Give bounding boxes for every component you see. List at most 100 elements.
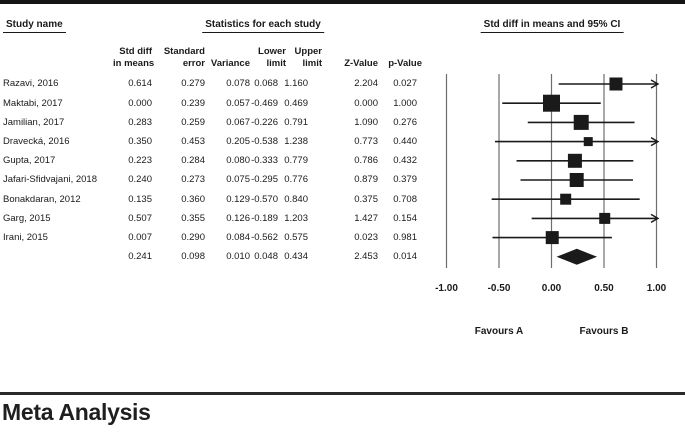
cell-lower-limit: -0.226	[251, 116, 278, 128]
effect-size-square	[583, 137, 593, 147]
cell-std-err: 0.273	[181, 174, 205, 186]
axis-tick-label: 1.00	[647, 283, 667, 294]
cell-lower-limit: -0.333	[251, 155, 278, 167]
table-row: Irani, 2015 0.007 0.290 0.084 -0.562 0.575 0.0…	[3, 228, 417, 247]
cell-study-name: Bonakdaran, 2012	[3, 193, 81, 205]
cell-std-diff: 0.241	[128, 251, 152, 263]
cell-upper-limit: 1.238	[284, 135, 308, 147]
cell-std-err: 0.239	[181, 97, 205, 109]
cell-std-err: 0.279	[181, 78, 205, 90]
cell-p-value: 0.440	[393, 135, 417, 147]
cell-z-value: 0.000	[354, 97, 378, 109]
bottom-border-rule	[0, 392, 685, 395]
cell-std-err: 0.098	[181, 251, 205, 263]
table-row: Gupta, 2017 0.223 0.284 0.080 -0.333 0.779 0.7…	[3, 151, 417, 170]
cell-study-name: Gupta, 2017	[3, 155, 56, 167]
effect-size-square	[573, 114, 589, 130]
cell-z-value: 0.375	[354, 193, 378, 205]
cell-upper-limit: 0.779	[284, 155, 308, 167]
cell-variance: 0.010	[226, 251, 250, 263]
axis-tick-label: -1.00	[435, 283, 458, 294]
statistics-section-header: Statistics for each study	[202, 19, 324, 33]
summary-diamond	[556, 248, 598, 265]
column-header: Upper limit	[294, 46, 322, 69]
cell-z-value: 1.427	[354, 212, 378, 224]
table-row: Jafari-Sfidvajani, 2018 0.240 0.273 0.075 -0…	[3, 170, 417, 189]
cell-study-name: Dravecká, 2016	[3, 135, 70, 147]
cell-variance: 0.080	[226, 155, 250, 167]
cell-std-diff: 0.007	[128, 231, 152, 243]
ci-arrow-right	[650, 213, 660, 224]
cell-study-name: Maktabi, 2017	[3, 97, 63, 109]
cell-p-value: 1.000	[393, 97, 417, 109]
ci-arrow-right	[650, 79, 660, 89]
cell-std-diff: 0.240	[128, 174, 152, 186]
cell-z-value: 2.204	[354, 78, 378, 90]
cell-variance: 0.067	[226, 116, 250, 128]
cell-z-value: 0.023	[354, 231, 378, 243]
cell-std-err: 0.259	[181, 116, 205, 128]
column-header: Standard error	[163, 46, 205, 69]
cell-lower-limit: -0.469	[251, 97, 278, 109]
column-header: Z-Value	[344, 57, 378, 69]
cell-upper-limit: 0.776	[284, 174, 308, 186]
cell-z-value: 2.453	[354, 251, 378, 263]
cell-p-value: 0.154	[393, 212, 417, 224]
cell-std-diff: 0.135	[128, 193, 152, 205]
cell-z-value: 0.879	[354, 174, 378, 186]
cell-p-value: 0.027	[393, 78, 417, 90]
effect-size-square	[560, 193, 572, 205]
effect-size-square	[569, 173, 584, 187]
cell-study-name	[3, 247, 113, 266]
cell-variance: 0.075	[226, 174, 250, 186]
cell-upper-limit: 0.840	[284, 193, 308, 205]
table-row: Dravecká, 2016 0.350 0.453 0.205 -0.538 1.238…	[3, 132, 417, 151]
cell-z-value: 0.773	[354, 135, 378, 147]
cell-std-diff: 0.614	[128, 78, 152, 90]
cell-std-err: 0.453	[181, 135, 205, 147]
column-header: Variance	[210, 57, 250, 69]
cell-std-diff: 0.350	[128, 135, 152, 147]
cell-study-name: Razavi, 2016	[3, 78, 59, 90]
cell-lower-limit: -0.562	[251, 231, 278, 243]
cell-std-diff: 0.507	[128, 212, 152, 224]
cell-p-value: 0.014	[393, 251, 417, 263]
cell-upper-limit: 0.791	[284, 116, 308, 128]
effect-size-square	[543, 94, 560, 112]
cell-upper-limit: 0.469	[284, 97, 308, 109]
table-row: Razavi, 2016 0.614 0.279 0.078 0.068 1.160 2.2…	[3, 74, 417, 93]
favours-b-label: Favours B	[580, 326, 629, 337]
effect-size-square	[599, 212, 611, 224]
table-summary-row: 0.241 0.098 0.010 0.048 0.434 2.453 0.014	[3, 247, 417, 266]
cell-upper-limit: 0.434	[284, 251, 308, 263]
cell-study-name: Jafari-Sfidvajani, 2018	[3, 174, 97, 186]
cell-variance: 0.057	[226, 97, 250, 109]
cell-study-name: Irani, 2015	[3, 231, 48, 243]
cell-lower-limit: 0.048	[254, 251, 278, 263]
column-header: p-Value	[388, 57, 422, 69]
favours-a-label: Favours A	[475, 326, 524, 337]
plot-section-header: Std diff in means and 95% CI	[480, 19, 624, 33]
cell-std-err: 0.355	[181, 212, 205, 224]
cell-std-err: 0.284	[181, 155, 205, 167]
effect-size-square	[567, 153, 582, 168]
axis-tick-label: -0.50	[488, 283, 511, 294]
cell-p-value: 0.981	[393, 231, 417, 243]
cell-study-name: Jamilian, 2017	[3, 116, 65, 128]
table-row: Garg, 2015 0.507 0.355 0.126 -0.189 1.203 1.42…	[3, 209, 417, 228]
cell-std-err: 0.290	[181, 231, 205, 243]
cell-p-value: 0.432	[393, 155, 417, 167]
table-row: Jamilian, 2017 0.283 0.259 0.067 -0.226 0.791…	[3, 113, 417, 132]
cell-upper-limit: 1.203	[284, 212, 308, 224]
axis-tick-label: 0.00	[542, 283, 562, 294]
axis-tick-label: 0.50	[594, 283, 614, 294]
stats-table-body: Razavi, 2016 0.614 0.279 0.078 0.068 1.160 2.2…	[3, 74, 417, 266]
ci-arrow-right	[650, 136, 660, 147]
stats-table-header: Std diff in means Standard error Variance Low…	[3, 40, 422, 69]
cell-lower-limit: -0.295	[251, 174, 278, 186]
cell-std-diff: 0.283	[128, 116, 152, 128]
cell-study-name: Garg, 2015	[3, 212, 51, 224]
cell-z-value: 1.090	[354, 116, 378, 128]
cell-std-diff: 0.000	[128, 97, 152, 109]
